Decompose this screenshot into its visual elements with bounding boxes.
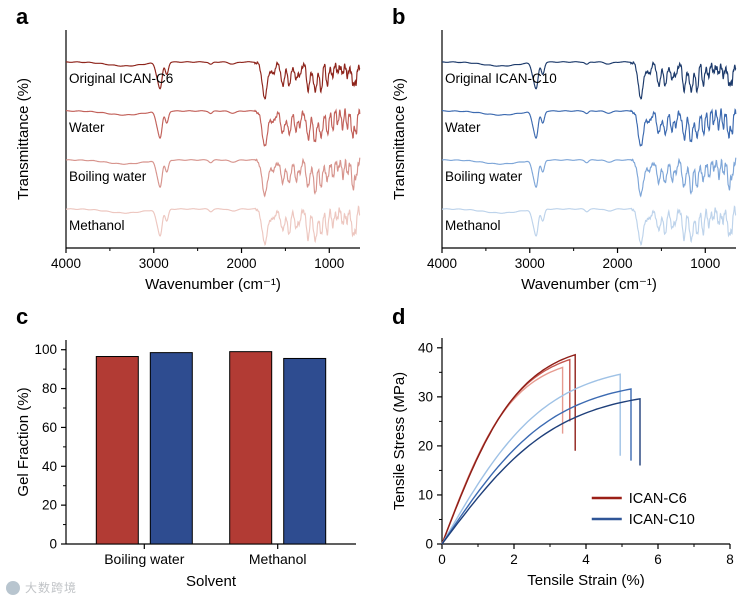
svg-text:Boiling water: Boiling water bbox=[445, 169, 523, 184]
svg-text:60: 60 bbox=[42, 420, 57, 435]
svg-text:Methanol: Methanol bbox=[249, 551, 307, 567]
svg-text:8: 8 bbox=[726, 552, 734, 567]
svg-text:40: 40 bbox=[42, 459, 57, 474]
svg-text:Transmittance (%): Transmittance (%) bbox=[391, 78, 408, 200]
gel-fraction-bar-chart: 0 20 40 60 80 100 Gel Fraction (%) Boiling wate… bbox=[15, 340, 356, 590]
panel-label-c: c bbox=[16, 304, 29, 329]
svg-text:Original ICAN-C6: Original ICAN-C6 bbox=[69, 71, 173, 86]
svg-text:4000: 4000 bbox=[51, 256, 81, 271]
svg-text:2000: 2000 bbox=[226, 256, 256, 271]
svg-text:4: 4 bbox=[582, 552, 590, 567]
svg-text:10: 10 bbox=[418, 487, 433, 502]
svg-text:Wavenumber (cm⁻¹): Wavenumber (cm⁻¹) bbox=[521, 276, 657, 293]
svg-text:Transmittance (%): Transmittance (%) bbox=[15, 78, 32, 200]
svg-text:Gel Fraction (%): Gel Fraction (%) bbox=[15, 387, 32, 496]
svg-text:2000: 2000 bbox=[602, 256, 632, 271]
svg-text:Solvent: Solvent bbox=[186, 573, 237, 590]
svg-text:4000: 4000 bbox=[427, 256, 457, 271]
svg-text:2: 2 bbox=[510, 552, 518, 567]
svg-text:Tensile Strain (%): Tensile Strain (%) bbox=[527, 572, 645, 589]
svg-text:Methanol: Methanol bbox=[69, 218, 125, 233]
svg-text:Tensile Stress (MPa): Tensile Stress (MPa) bbox=[391, 372, 408, 510]
panel-label-d: d bbox=[392, 304, 406, 329]
svg-text:Boiling water: Boiling water bbox=[69, 169, 147, 184]
panel-label-b: b bbox=[392, 4, 406, 29]
svg-text:Original ICAN-C10: Original ICAN-C10 bbox=[445, 71, 557, 86]
svg-text:80: 80 bbox=[42, 381, 57, 396]
watermark-logo-icon bbox=[6, 580, 20, 595]
svg-text:3000: 3000 bbox=[139, 256, 169, 271]
svg-text:Wavenumber (cm⁻¹): Wavenumber (cm⁻¹) bbox=[145, 276, 281, 293]
watermark: 大数跨境 bbox=[6, 579, 77, 596]
svg-text:Boiling water: Boiling water bbox=[104, 551, 184, 567]
svg-text:20: 20 bbox=[42, 498, 57, 513]
watermark-text: 大数跨境 bbox=[25, 581, 78, 595]
svg-text:0: 0 bbox=[425, 537, 433, 552]
svg-text:3000: 3000 bbox=[515, 256, 545, 271]
stress-strain-chart: 0 2 4 6 8 0 10 20 30 40 Tensile Strain (%) Tensile … bbox=[391, 338, 734, 589]
svg-text:Methanol: Methanol bbox=[445, 218, 501, 233]
svg-text:30: 30 bbox=[418, 389, 433, 404]
svg-text:0: 0 bbox=[438, 552, 446, 567]
svg-text:ICAN-C6: ICAN-C6 bbox=[629, 491, 687, 507]
svg-text:40: 40 bbox=[418, 340, 433, 355]
svg-text:0: 0 bbox=[49, 537, 57, 552]
svg-text:6: 6 bbox=[654, 552, 662, 567]
panel-label-a: a bbox=[16, 4, 29, 29]
svg-text:Water: Water bbox=[445, 120, 481, 135]
svg-text:Water: Water bbox=[69, 120, 105, 135]
ftir-chart-ican-c6: 4000 3000 2000 1000 Wavenumber (cm⁻¹) Transmi… bbox=[15, 30, 361, 293]
svg-text:100: 100 bbox=[34, 342, 57, 357]
ftir-chart-ican-c10: 4000 3000 2000 1000 Wavenumber (cm⁻¹) Transmi… bbox=[391, 30, 737, 293]
svg-text:20: 20 bbox=[418, 438, 433, 453]
svg-text:ICAN-C10: ICAN-C10 bbox=[629, 512, 695, 528]
svg-text:1000: 1000 bbox=[314, 256, 344, 271]
svg-text:1000: 1000 bbox=[690, 256, 720, 271]
